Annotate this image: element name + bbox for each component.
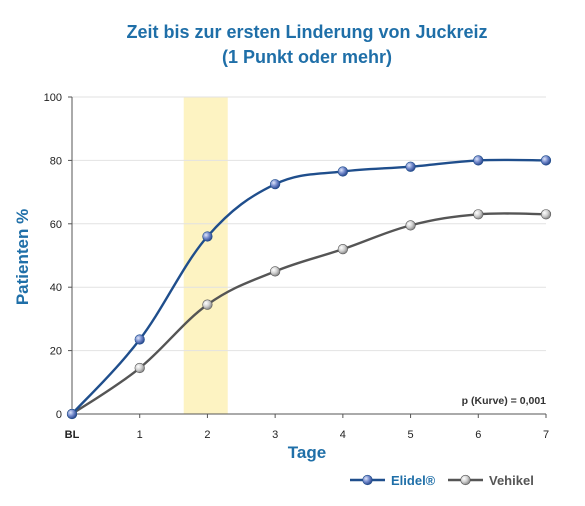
chart-title-line-1: Zeit bis zur ersten Linderung von Juckre… [126,22,487,42]
y-tick-label: 0 [56,409,62,421]
data-point-vehikel [473,209,484,220]
chart-title-line-2: (1 Punkt oder mehr) [222,47,392,67]
data-point-vehikel [405,220,416,231]
data-point-elidel [270,179,281,190]
data-point-vehikel [540,209,552,220]
x-axis-label: Tage [288,443,326,462]
y-tick-label: 40 [50,282,62,294]
highlight-band [183,97,228,414]
series-line-vehikel [71,212,547,415]
y-tick-label: 80 [50,155,62,167]
data-point-elidel [202,231,213,242]
data-point-vehikel [202,299,213,310]
data-point-elidel [134,334,145,345]
x-tick-label: 5 [408,429,414,441]
data-point-vehikel [270,266,281,277]
p-value-annotation: p (Kurve) = 0,001 [462,395,546,407]
data-point-elidel [66,408,78,420]
x-tick-label: 4 [340,429,346,441]
x-tick-label: 6 [475,429,481,441]
y-tick-label: 20 [50,346,62,358]
x-tick-label: 7 [543,429,549,441]
data-point-elidel [405,161,416,172]
y-axis-label: Patienten % [13,209,32,305]
data-point-vehikel [134,362,145,374]
legend: Elidel® Vehikel [350,473,534,488]
x-tick-label: 3 [272,429,278,441]
legend-marker [362,474,373,486]
legend-marker [460,474,471,486]
legend-label-elidel: Elidel® [391,473,436,488]
data-point-elidel [473,155,484,166]
data-point-elidel [337,166,348,177]
x-tick-label: 2 [204,429,210,441]
series-group [66,155,552,420]
data-point-elidel [540,155,552,166]
x-tick-label: BL [65,429,80,441]
y-tick-label: 100 [44,92,62,104]
data-point-vehikel [337,244,348,255]
y-tick-label: 60 [50,219,62,231]
tick-labels: 0 20 40 60 80 100 BL 1 2 3 4 5 6 7 [44,92,549,441]
grid-lines [72,96,546,352]
legend-label-vehikel: Vehikel [489,473,534,488]
x-tick-label: 1 [137,429,143,441]
